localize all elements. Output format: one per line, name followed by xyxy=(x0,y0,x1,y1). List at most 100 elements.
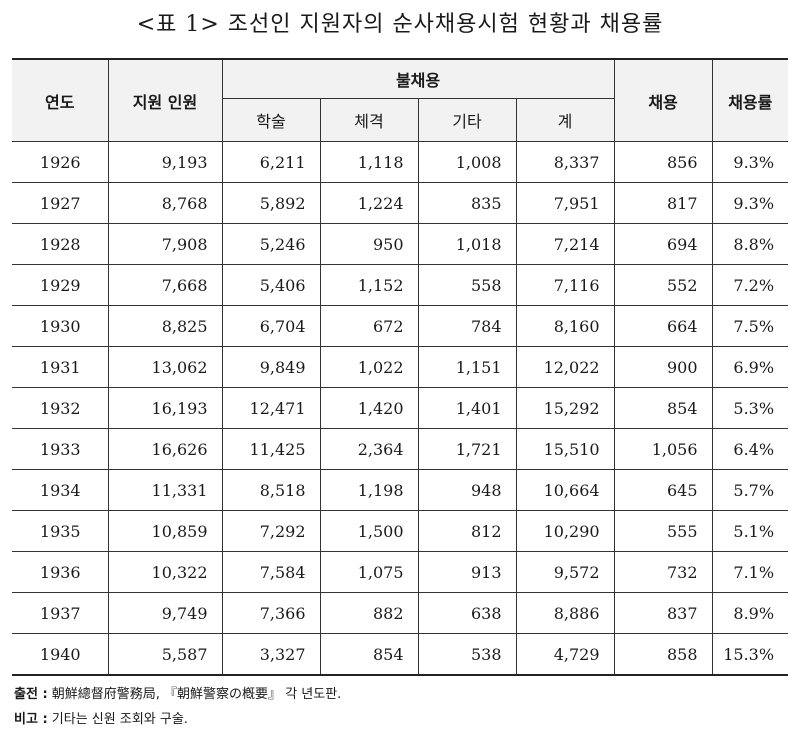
cell-rejected-total: 8,160 xyxy=(515,305,615,347)
remark-label: 비고 : xyxy=(14,712,48,727)
cell-rejected-total: 4,729 xyxy=(515,633,615,676)
header-rejected-academic: 학술 xyxy=(222,98,321,142)
cell-rejected-physical: 2,364 xyxy=(319,428,419,470)
cell-rejected-physical: 1,500 xyxy=(319,510,419,552)
cell-rejected-physical: 1,224 xyxy=(319,182,419,224)
cell-hired: 817 xyxy=(613,182,713,224)
table-title: <표 1> 조선인 지원자의 순사채용시험 현황과 채용률 xyxy=(136,12,664,37)
cell-rejected-total: 7,116 xyxy=(515,264,615,306)
cell-rejected-total: 7,951 xyxy=(515,182,615,224)
cell-year: 1927 xyxy=(12,182,109,224)
cell-hire-rate: 7.1% xyxy=(711,551,789,593)
cell-hire-rate: 6.9% xyxy=(711,346,789,388)
cell-rejected-total: 9,572 xyxy=(515,551,615,593)
table-row: 1932 16,193 12,471 1,420 1,401 15,292 854 5.3% xyxy=(12,387,789,429)
cell-rejected-physical: 1,198 xyxy=(319,469,419,511)
cell-rejected-academic: 8,518 xyxy=(221,469,321,511)
table-header: 연도 지원 인원 불채용 채용 채용률 학술 체격 기타 계 xyxy=(12,58,789,142)
cell-year: 1935 xyxy=(12,510,109,552)
cell-hired: 664 xyxy=(613,305,713,347)
cell-rejected-other: 638 xyxy=(417,592,517,634)
cell-rejected-physical: 1,152 xyxy=(319,264,419,306)
header-hire-rate: 채용률 xyxy=(711,58,789,142)
cell-hire-rate: 15.3% xyxy=(711,633,789,676)
cell-hire-rate: 7.5% xyxy=(711,305,789,347)
cell-hired: 900 xyxy=(613,346,713,388)
table-row: 1931 13,062 9,849 1,022 1,151 12,022 900 6.9% xyxy=(12,346,789,388)
cell-hire-rate: 8.9% xyxy=(711,592,789,634)
header-rejected-group: 불채용 xyxy=(221,58,615,99)
cell-rejected-total: 10,290 xyxy=(515,510,615,552)
remark-text: 기타는 신원 조회와 구술. xyxy=(51,712,188,727)
cell-rejected-other: 1,018 xyxy=(417,223,517,265)
cell-rejected-other: 1,151 xyxy=(417,346,517,388)
cell-year: 1934 xyxy=(12,469,109,511)
table-row: 1940 5,587 3,327 854 538 4,729 858 15.3% xyxy=(12,633,789,676)
cell-rejected-physical: 882 xyxy=(319,592,419,634)
cell-hired: 555 xyxy=(613,510,713,552)
cell-rejected-physical: 1,075 xyxy=(319,551,419,593)
table-row: 1927 8,768 5,892 1,224 835 7,951 817 9.3% xyxy=(12,182,789,224)
cell-hire-rate: 5.3% xyxy=(711,387,789,429)
cell-rejected-other: 835 xyxy=(417,182,517,224)
header-hired: 채용 xyxy=(613,58,713,142)
cell-year: 1931 xyxy=(12,346,109,388)
cell-year: 1937 xyxy=(12,592,109,634)
cell-rejected-total: 8,886 xyxy=(515,592,615,634)
cell-rejected-other: 558 xyxy=(417,264,517,306)
cell-rejected-academic: 6,704 xyxy=(221,305,321,347)
cell-rejected-academic: 7,584 xyxy=(221,551,321,593)
cell-rejected-other: 1,721 xyxy=(417,428,517,470)
cell-hire-rate: 8.8% xyxy=(711,223,789,265)
cell-rejected-other: 1,008 xyxy=(417,141,517,183)
header-rejected-total: 계 xyxy=(515,98,615,142)
header-year: 연도 xyxy=(12,58,109,142)
cell-rejected-total: 15,292 xyxy=(515,387,615,429)
cell-hired: 645 xyxy=(613,469,713,511)
cell-rejected-academic: 3,327 xyxy=(221,633,321,676)
cell-hire-rate: 5.1% xyxy=(711,510,789,552)
cell-hired: 856 xyxy=(613,141,713,183)
remark-note: 비고 : 기타는 신원 조회와 구술. xyxy=(14,708,188,727)
cell-applicants: 11,331 xyxy=(107,469,223,511)
cell-rejected-academic: 5,246 xyxy=(221,223,321,265)
source-label: 출전 : xyxy=(14,687,48,702)
cell-year: 1932 xyxy=(12,387,109,429)
cell-rejected-other: 948 xyxy=(417,469,517,511)
header-rejected-physical: 체격 xyxy=(319,98,419,142)
cell-hired: 854 xyxy=(613,387,713,429)
cell-year: 1928 xyxy=(12,223,109,265)
source-text: 朝鮮總督府警務局, 『朝鮮警察の槪要』 각 년도판. xyxy=(51,687,342,702)
cell-applicants: 10,322 xyxy=(107,551,223,593)
cell-rejected-other: 812 xyxy=(417,510,517,552)
cell-rejected-academic: 7,366 xyxy=(221,592,321,634)
cell-rejected-other: 784 xyxy=(417,305,517,347)
cell-rejected-other: 913 xyxy=(417,551,517,593)
cell-rejected-total: 12,022 xyxy=(515,346,615,388)
cell-year: 1929 xyxy=(12,264,109,306)
cell-rejected-other: 1,401 xyxy=(417,387,517,429)
cell-applicants: 9,193 xyxy=(107,141,223,183)
cell-hired: 732 xyxy=(613,551,713,593)
table-row: 1926 9,193 6,211 1,118 1,008 8,337 856 9.3% xyxy=(12,141,789,183)
header-rejected-other: 기타 xyxy=(417,98,517,142)
cell-rejected-academic: 7,292 xyxy=(221,510,321,552)
cell-hired: 694 xyxy=(613,223,713,265)
cell-rejected-academic: 11,425 xyxy=(221,428,321,470)
cell-year: 1933 xyxy=(12,428,109,470)
cell-hired: 552 xyxy=(613,264,713,306)
cell-rejected-physical: 672 xyxy=(319,305,419,347)
table-row: 1934 11,331 8,518 1,198 948 10,664 645 5.7% xyxy=(12,469,789,511)
cell-hired: 858 xyxy=(613,633,713,676)
cell-hire-rate: 7.2% xyxy=(711,264,789,306)
cell-rejected-total: 7,214 xyxy=(515,223,615,265)
cell-rejected-physical: 854 xyxy=(319,633,419,676)
table-row: 1929 7,668 5,406 1,152 558 7,116 552 7.2% xyxy=(12,264,789,306)
table-row: 1936 10,322 7,584 1,075 913 9,572 732 7.1% xyxy=(12,551,789,593)
table-row: 1935 10,859 7,292 1,500 812 10,290 555 5.1% xyxy=(12,510,789,552)
cell-year: 1940 xyxy=(12,633,109,676)
cell-rejected-academic: 12,471 xyxy=(221,387,321,429)
cell-rejected-physical: 950 xyxy=(319,223,419,265)
cell-hire-rate: 6.4% xyxy=(711,428,789,470)
